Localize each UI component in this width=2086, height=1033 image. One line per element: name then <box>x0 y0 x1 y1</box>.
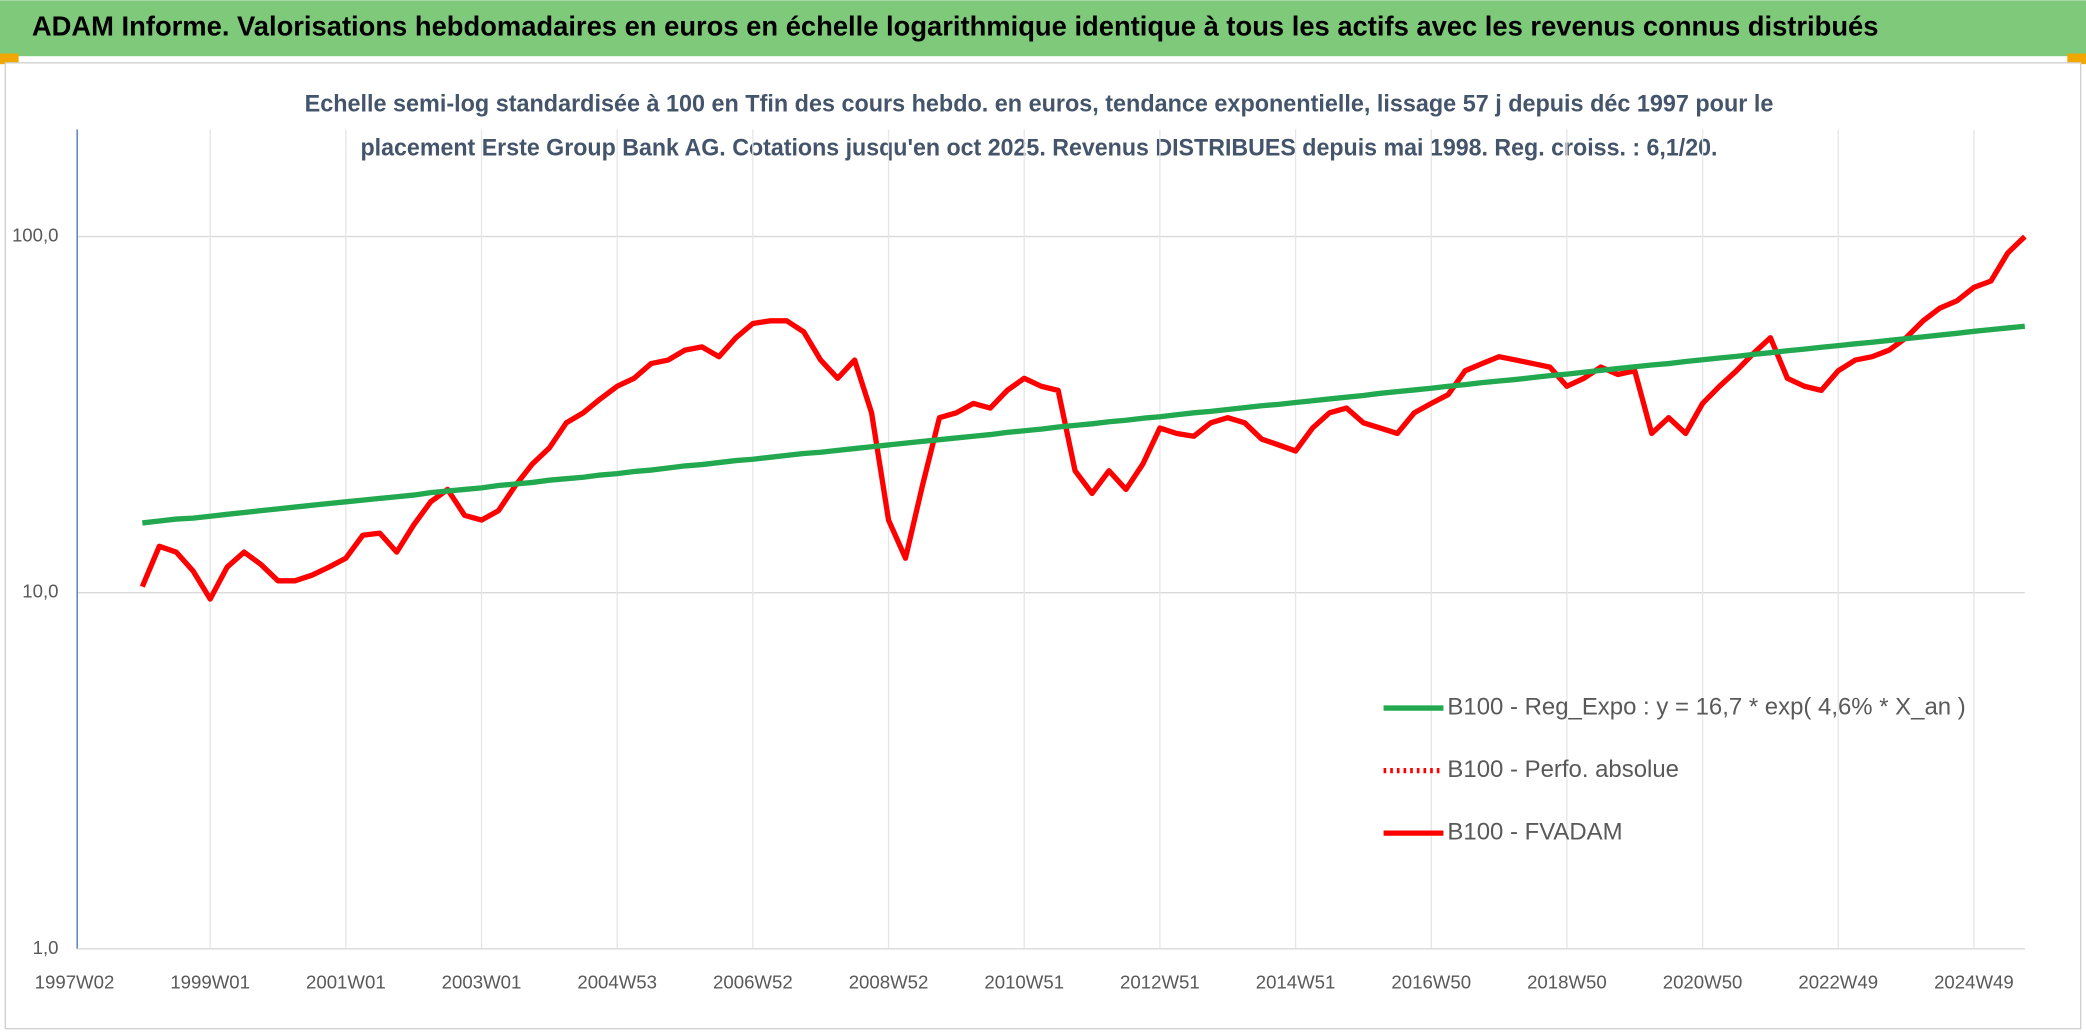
x-tick-label: 2004W53 <box>577 971 657 992</box>
y-tick-label: 10,0 <box>22 581 58 602</box>
subtitle: placement Erste Group Bank AG. Cotations… <box>361 135 1718 162</box>
x-tick-label: 2012W51 <box>1120 971 1200 992</box>
series-line <box>142 323 2026 526</box>
x-tick-label: 2010W51 <box>984 971 1064 992</box>
x-tick-label: 2008W52 <box>849 971 929 992</box>
x-tick-label: 2020W50 <box>1663 971 1743 992</box>
x-tick-label: 2024W49 <box>1934 971 2014 992</box>
x-tick-label: 2006W52 <box>713 971 793 992</box>
legend-label: B100 - Reg_Expo : y = 16,7 * exp( 4,6% *… <box>1447 693 1965 720</box>
y-tick-label: 100,0 <box>12 224 59 245</box>
x-tick-label: 1997W02 <box>35 971 115 992</box>
x-tick-label: 2003W01 <box>442 971 522 992</box>
x-tick-label: 1999W01 <box>170 971 250 992</box>
header-bar <box>0 0 2086 57</box>
legend-label: B100 - FVADAM <box>1447 818 1622 845</box>
x-tick-label: 2016W50 <box>1391 971 1471 992</box>
legend-label: B100 - Perfo. absolue <box>1447 756 1679 783</box>
x-tick-label: 2014W51 <box>1256 971 1336 992</box>
corner-mark <box>2067 53 2086 65</box>
header-title: ADAM Informe. Valorisations hebdomadaire… <box>32 11 1879 42</box>
subtitle: Echelle semi-log standardisée à 100 en T… <box>305 91 1774 118</box>
y-tick-label: 1,0 <box>33 937 59 958</box>
plot-frame <box>4 62 2082 1030</box>
x-tick-label: 2022W49 <box>1798 971 1878 992</box>
corner-mark <box>0 53 19 65</box>
x-tick-label: 2018W50 <box>1527 971 1607 992</box>
series-line <box>139 234 2027 602</box>
x-tick-label: 2001W01 <box>306 971 386 992</box>
